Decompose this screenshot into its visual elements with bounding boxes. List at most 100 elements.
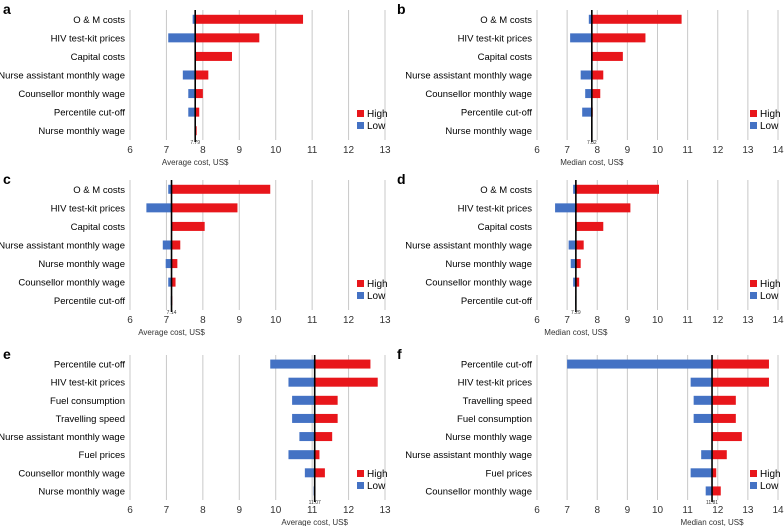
bar-high [591,51,623,61]
x-tick-label: 7 [164,505,170,516]
x-axis-label: Average cost, US$ [138,328,205,337]
panel-f: f 6 7 8 9 10 11 12 13 14 Median cost, US$ Percentil… [397,346,784,526]
x-tick-label: 13 [742,505,754,516]
bar-low [570,33,592,43]
category-label: Counsellor monthly wage [18,89,125,100]
x-tick-label: 8 [200,315,206,326]
bar-high [712,486,721,496]
x-tick-label: 6 [127,505,133,516]
bar-low [582,107,592,117]
bar-low [292,395,315,405]
legend-swatch-high [357,280,364,287]
legend-label-low: Low [367,121,386,132]
x-tick-label: 14 [772,145,784,156]
legend-swatch-high [357,110,364,117]
x-tick-label: 9 [237,145,243,156]
x-axis-label: Average cost, US$ [162,158,229,167]
category-label: Nurse assistant monthly wage [405,450,532,461]
x-tick-label: 13 [379,145,391,156]
category-label: Fuel prices [486,468,533,479]
category-label: Nurse monthly wage [38,486,125,497]
x-tick-label: 12 [343,145,355,156]
legend-label-high: High [367,279,388,290]
legend-label-high: High [760,469,781,480]
bar-low [573,277,576,287]
bar-low [165,259,172,269]
bar-low [168,33,196,43]
bar-low [588,14,592,24]
category-label: Counsellor monthly wage [18,278,125,289]
bar-high [591,89,601,99]
bar-low [555,203,576,213]
x-tick-label: 13 [379,315,391,326]
category-label: O & M costs [73,15,125,26]
bar-low [288,377,315,387]
x-axis-label: Median cost, US$ [560,158,624,167]
bar-low [580,70,592,80]
x-tick-label: 6 [534,315,540,326]
bar-low [304,468,315,478]
bar-low [690,377,713,387]
panel-label: a [3,1,11,17]
category-label: Nurse assistant monthly wage [0,241,125,252]
x-tick-label: 6 [127,145,133,156]
bar-low [701,450,713,460]
category-label: O & M costs [480,185,532,196]
category-label: Capital costs [478,52,533,63]
category-label: Nurse monthly wage [445,259,532,270]
bar-high [195,33,260,43]
x-tick-label: 9 [625,315,631,326]
bar-low [168,277,172,287]
category-label: Capital costs [478,222,533,233]
bar-low [270,359,315,369]
legend-swatch-high [750,280,757,287]
x-tick-label: 9 [625,505,631,516]
legend-swatch-low [357,482,364,489]
x-tick-label: 14 [772,505,784,516]
bar-low [299,432,315,442]
panel-label: e [3,346,11,362]
bar-low [288,450,315,460]
bar-low [292,413,315,423]
x-tick-label: 10 [270,315,282,326]
x-tick-label: 8 [594,145,600,156]
category-label: Travelling speed [56,414,125,425]
x-tick-label: 11 [307,315,318,326]
base-value-label: 11.81 [706,500,718,506]
x-tick-label: 9 [237,315,243,326]
bar-high [712,359,769,369]
x-tick-label: 11 [682,505,693,516]
x-tick-label: 12 [712,505,724,516]
bar-high [314,468,325,478]
bar-high [712,377,769,387]
x-tick-label: 8 [594,505,600,516]
x-tick-label: 8 [594,315,600,326]
category-label: HIV test-kit prices [458,203,533,214]
x-axis-label: Median cost, US$ [544,328,608,337]
base-value-label: 11.07 [309,500,321,506]
bar-high [712,413,736,423]
x-tick-label: 13 [742,145,754,156]
bar-high [575,184,660,194]
x-tick-label: 11 [682,145,693,156]
x-tick-label: 12 [712,315,724,326]
bar-high [171,221,205,231]
category-label: Nurse monthly wage [445,126,532,137]
bar-low [690,468,713,478]
bar-high [591,33,646,43]
legend-swatch-low [750,292,757,299]
bar-high [712,468,717,478]
legend-label-low: Low [367,291,386,302]
x-tick-label: 8 [200,145,206,156]
base-value-label: 7.82 [587,140,597,146]
category-label: Nurse assistant monthly wage [405,71,532,82]
bar-low [182,70,196,80]
bar-high [712,450,727,460]
x-tick-label: 12 [343,505,355,516]
bar-high [314,359,371,369]
category-label: Counsellor monthly wage [425,486,532,497]
legend-swatch-low [750,122,757,129]
category-label: Counsellor monthly wage [425,278,532,289]
category-label: Nurse monthly wage [445,432,532,443]
